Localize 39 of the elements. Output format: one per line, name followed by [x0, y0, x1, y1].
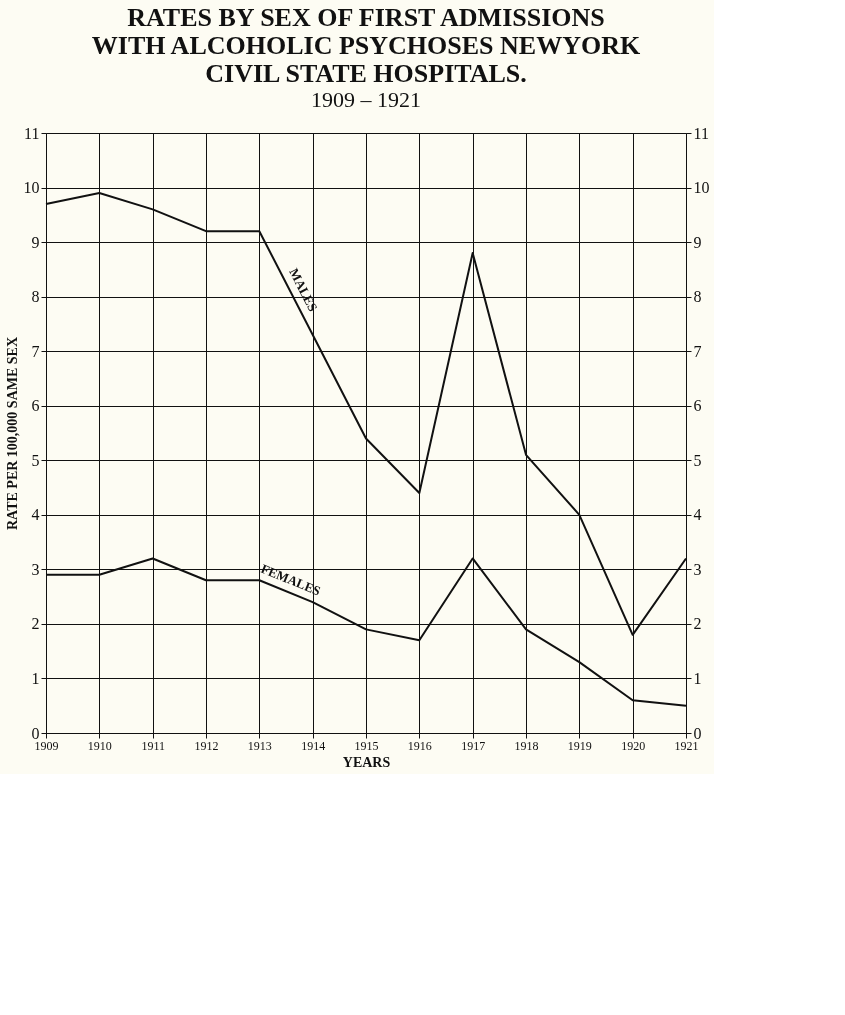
y2-tick-label: 10 — [693, 179, 710, 197]
y-tick-label: 6 — [31, 397, 40, 415]
y-tick-label: 3 — [31, 560, 40, 578]
y2-tick-label: 4 — [693, 506, 702, 524]
y-tick-label: 8 — [31, 288, 40, 306]
y2-tick-label: 5 — [693, 451, 702, 469]
x-tick-label: 1914 — [301, 738, 326, 753]
y2-tick-label: 2 — [693, 615, 702, 633]
y-axis-title: RATE PER 100,000 SAME SEX — [4, 336, 20, 531]
y2-tick-label: 9 — [693, 233, 702, 251]
x-tick-label: 1910 — [87, 738, 112, 753]
y2-tick-label: 7 — [693, 342, 702, 360]
x-tick-label: 1912 — [194, 738, 219, 753]
x-tick-label: 1911 — [141, 738, 165, 753]
y-tick-label: 7 — [31, 342, 40, 360]
x-tick-label: 1918 — [514, 738, 539, 753]
y-tick-label: 4 — [31, 506, 40, 524]
y-tick-label: 2 — [31, 615, 40, 633]
x-axis-title: YEARS — [342, 754, 391, 770]
x-tick-label: 1919 — [567, 738, 592, 753]
x-tick-label: 1916 — [407, 738, 432, 753]
y2-tick-label: 8 — [693, 288, 702, 306]
x-tick-label: 1913 — [247, 738, 272, 753]
y-tick-label: 10 — [23, 179, 40, 197]
chart-subtitle: 1909 – 1921 — [311, 87, 421, 112]
y2-tick-label: 6 — [693, 397, 702, 415]
y2-tick-label: 1 — [693, 669, 702, 687]
x-tick-label: 1920 — [621, 738, 646, 753]
text: CIVIL STATE HOSPITALS. — [205, 59, 527, 88]
y-tick-label: 5 — [31, 451, 40, 469]
y2-tick-label: 3 — [693, 560, 702, 578]
y-tick-label: 1 — [31, 669, 40, 687]
x-tick-label: 1915 — [354, 738, 379, 753]
y2-tick-label: 11 — [693, 124, 709, 142]
text: WITH ALCOHOLIC PSYCHOSES NEWYORK — [91, 31, 641, 60]
text: RATES BY SEX OF FIRST ADMISSIONS — [127, 3, 605, 32]
y-tick-label: 9 — [31, 233, 40, 251]
y-tick-label: 11 — [24, 124, 40, 142]
x-tick-label: 1917 — [461, 738, 486, 753]
